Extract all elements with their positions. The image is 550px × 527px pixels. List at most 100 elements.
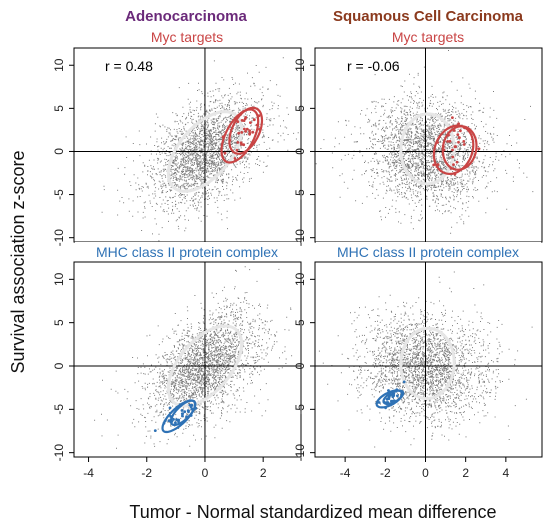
main-ellipse [166,324,244,408]
highlight-point [457,140,460,144]
y-tick-label: 10 [293,58,307,72]
correlation-label: r = -0.06 [347,58,400,74]
y-tick-label: -5 [52,189,66,200]
highlight-point [236,141,240,144]
highlight-point [459,129,462,133]
y-tick-label: -5 [293,404,307,415]
highlight-point [452,163,455,167]
highlight-point [458,136,461,140]
highlight-point [432,163,436,167]
point-cloud [315,48,542,242]
x-ticks: -4 -2 0 2 [83,457,267,480]
highlight-point [457,122,460,126]
y-tick-label: -10 [293,444,307,462]
x-tick-label: -2 [141,466,152,480]
y-ticks: -10 -5 0 5 10 [52,272,74,461]
highlight-point [245,127,249,131]
cloud-points [315,50,534,234]
highlight-ellipse [382,389,405,405]
highlight-point [177,420,180,424]
x-tick-label: 2 [260,466,267,480]
ellipses [375,326,456,410]
ellipses [153,324,244,434]
highlight-point [233,157,237,160]
highlight-point [235,148,239,152]
highlight-point [448,139,452,143]
column-title-squamous: Squamous Cell Carcinoma [333,8,524,25]
highlight-ellipse [169,399,197,426]
y-tick-label: 5 [293,105,307,112]
x-tick-label: 2 [462,466,469,480]
y-tick-label: -10 [293,229,307,247]
highlight-point [243,127,246,131]
ellipses [166,106,264,193]
main-ellipse [399,112,456,186]
highlight-point [187,410,190,414]
y-tick-label: -10 [52,444,66,462]
highlight-point [255,123,259,127]
panel-title-band [75,242,300,261]
highlight-point [462,143,466,146]
highlight-point [242,143,246,147]
highlight-point [223,151,227,155]
highlight-point [451,116,454,119]
highlight-point [455,160,459,164]
highlight-point [249,121,252,124]
cloud-points [318,271,533,448]
highlight-point [172,418,175,421]
highlight-point [392,394,396,397]
x-tick-label: 0 [202,466,209,480]
highlight-point [180,409,184,412]
point-cloud [74,48,301,242]
highlight-ellipse [441,125,478,171]
y-tick-label: 0 [52,148,66,155]
panel-title: MHC class II protein complex [337,244,519,260]
panel-squamous-mhc: -10 -5 0 5 10 -4 -2 0 2 4 MHC class II protein c… [293,242,543,480]
y-ticks: -10 -5 0 5 10 [293,58,315,246]
highlight-point [248,129,252,133]
highlight-point [174,421,177,425]
ellipses [399,112,481,186]
y-ticks: -10 -5 0 5 10 [293,272,315,461]
y-axis-title: Survival association z-score [8,150,28,373]
x-tick-label: 0 [422,466,429,480]
y-tick-label: 5 [52,105,66,112]
point-cloud [315,262,542,457]
highlight-point [446,140,450,143]
x-tick-label: 4 [502,466,509,480]
highlight-point [251,130,255,134]
highlight-point [396,394,399,398]
x-tick-label: -4 [340,466,351,480]
panel-title: MHC class II protein complex [96,244,278,260]
highlight-point [236,120,240,124]
column-title-adenocarcinoma: Adenocarcinoma [125,8,247,25]
highlight-point [453,172,457,176]
panel-title-band [316,242,541,261]
highlight-point [462,140,466,143]
plot-frame [314,261,543,458]
highlight-point [384,406,387,410]
y-tick-label: -5 [52,404,66,415]
highlight-point [181,414,184,418]
highlight-point [244,116,248,119]
highlight-point [189,405,193,409]
highlight-point [240,119,244,122]
highlight-point [402,380,406,384]
correlation-label: r = 0.48 [105,58,153,74]
y-tick-label: -10 [52,229,66,247]
panel-adeno-myc: -10 -5 0 5 10 Myc targets r = 0.48 [52,27,302,247]
highlight-point [167,419,171,423]
y-tick-label: 10 [293,272,307,286]
highlight-point [237,131,241,135]
y-tick-label: 0 [293,362,307,369]
highlight-point [181,412,185,416]
panel-title: Myc targets [392,29,464,45]
panel-title-band [316,27,541,46]
y-tick-label: -5 [293,189,307,200]
point-cloud [74,262,301,457]
y-tick-label: 10 [52,58,66,72]
highlight-point [257,114,261,118]
highlight-point [248,131,252,135]
highlight-point [454,145,457,149]
highlight-point [451,155,455,159]
